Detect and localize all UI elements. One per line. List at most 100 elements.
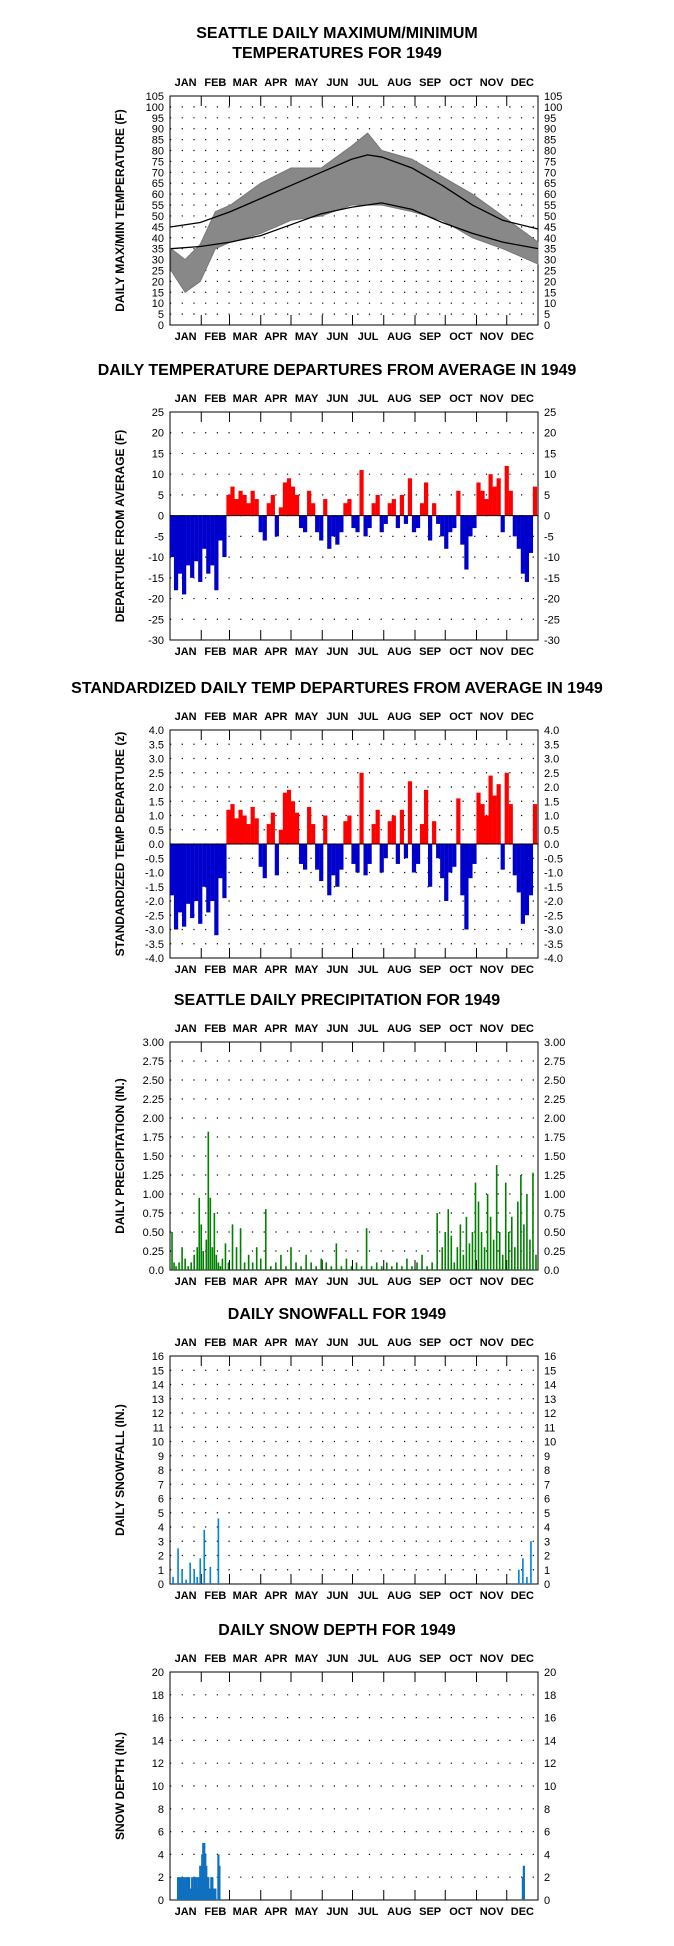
data-bar — [407, 781, 413, 844]
month-label: DEC — [511, 1653, 534, 1665]
y-tick-label-right: 90 — [544, 124, 556, 136]
y-tick-label-left: -10 — [148, 552, 164, 564]
month-label: MAR — [233, 1590, 258, 1602]
y-tick-label-left: 14 — [152, 1380, 164, 1392]
data-bar — [200, 1224, 203, 1270]
month-label: JAN — [175, 646, 197, 658]
month-label: FEB — [204, 1653, 226, 1665]
y-tick-label-right: 2.50 — [544, 1075, 565, 1087]
y-axis-label: DEPARTURE FROM AVERAGE (F) — [113, 430, 127, 622]
y-tick-label-right: 2.0 — [544, 782, 559, 794]
y-tick-label-left: -2.5 — [145, 910, 164, 922]
data-bar — [196, 1576, 199, 1584]
month-label: JUL — [358, 964, 379, 976]
month-label: APR — [264, 1276, 287, 1288]
data-bar — [210, 515, 215, 566]
y-tick-label-left: 12 — [152, 1408, 164, 1420]
y-tick-label-left: -1.0 — [145, 868, 164, 880]
data-bar — [411, 515, 417, 533]
data-bar — [432, 821, 437, 844]
data-bar — [428, 515, 433, 541]
y-tick-label-left: 13 — [152, 1394, 164, 1406]
y-tick-label-left: 11 — [153, 1422, 164, 1434]
data-bar — [383, 515, 388, 524]
data-bar — [520, 515, 525, 574]
y-tick-label-left: -20 — [148, 594, 164, 606]
month-label: FEB — [204, 646, 226, 658]
month-label: NOV — [480, 1653, 505, 1665]
y-tick-label-right: 10 — [544, 298, 556, 310]
y-tick-label-right: 4 — [544, 1849, 550, 1861]
y-tick-label-left: 7 — [158, 1479, 164, 1491]
data-bar — [286, 478, 292, 516]
month-label: JAN — [175, 1653, 197, 1665]
y-tick-label-right: -5 — [544, 531, 554, 543]
data-bar — [298, 844, 304, 864]
y-tick-label-left: 2.25 — [143, 1094, 164, 1106]
data-bar — [524, 844, 530, 916]
y-tick-label-left: 1.0 — [149, 811, 164, 823]
month-label: JUN — [326, 1337, 348, 1349]
data-bar — [524, 515, 530, 582]
data-bar — [355, 515, 360, 533]
y-tick-label-right: 11 — [544, 1422, 555, 1434]
month-label: APR — [264, 331, 287, 343]
month-label: APR — [264, 1653, 287, 1665]
y-axis-label: DAILY MAX/MIN TEMPERATURE (F) — [113, 109, 127, 311]
y-tick-label-left: 15 — [152, 448, 164, 460]
data-bar — [290, 486, 296, 516]
month-label: JAN — [175, 393, 197, 405]
data-bar — [211, 1247, 214, 1270]
month-label: JUN — [326, 331, 348, 343]
data-bar — [508, 804, 513, 844]
data-bar — [456, 798, 461, 844]
month-label: MAR — [233, 1023, 258, 1035]
month-label: JAN — [175, 1337, 197, 1349]
month-label: MAR — [233, 646, 258, 658]
data-bar — [319, 515, 324, 541]
data-bar — [452, 515, 457, 529]
data-bar — [246, 824, 251, 844]
month-label: NOV — [480, 1906, 505, 1918]
data-bar — [294, 494, 300, 516]
data-bar — [448, 844, 453, 873]
month-label: MAY — [295, 1653, 319, 1665]
month-label: SEP — [419, 1337, 441, 1349]
y-tick-label-right: -2.0 — [544, 896, 563, 908]
y-tick-label-left: -0.5 — [145, 853, 164, 865]
data-bar — [258, 515, 263, 533]
data-bar — [459, 1224, 462, 1270]
data-bar — [305, 1254, 307, 1270]
month-label: JUN — [326, 964, 348, 976]
month-label: OCT — [449, 1590, 473, 1602]
data-bar — [234, 818, 239, 844]
y-tick-label-right: 13 — [544, 1394, 556, 1406]
y-tick-label-right: 105 — [544, 91, 562, 103]
data-bar — [523, 1224, 525, 1270]
data-bar — [486, 1194, 489, 1270]
data-bar — [193, 1254, 195, 1270]
data-bar — [504, 465, 509, 516]
month-label: AUG — [387, 1906, 411, 1918]
y-tick-label-right: 5 — [544, 309, 550, 321]
month-label: NOV — [480, 711, 505, 723]
y-tick-label-right: -0.5 — [544, 853, 563, 865]
y-tick-label-left: 20 — [152, 1667, 164, 1679]
y-tick-label-right: 20 — [544, 276, 556, 288]
chart-title: DAILY TEMPERATURE DEPARTURES FROM AVERAG… — [98, 362, 577, 379]
month-label: DEC — [511, 331, 534, 343]
y-tick-label-right: -25 — [544, 614, 560, 626]
y-tick-label-left: 6 — [158, 1494, 164, 1506]
month-label: APR — [264, 1337, 287, 1349]
month-label: OCT — [449, 1653, 473, 1665]
data-bar — [247, 1254, 250, 1270]
chart-title: SEATTLE DAILY MAXIMUM/MINIMUM — [196, 25, 477, 42]
data-bar — [325, 1262, 328, 1270]
y-tick-label-left: -25 — [148, 614, 164, 626]
data-bar — [274, 515, 279, 537]
data-bar — [222, 515, 227, 558]
data-bar — [448, 515, 453, 533]
y-tick-label-left: 1 — [158, 1565, 164, 1577]
month-label: JAN — [175, 77, 197, 89]
